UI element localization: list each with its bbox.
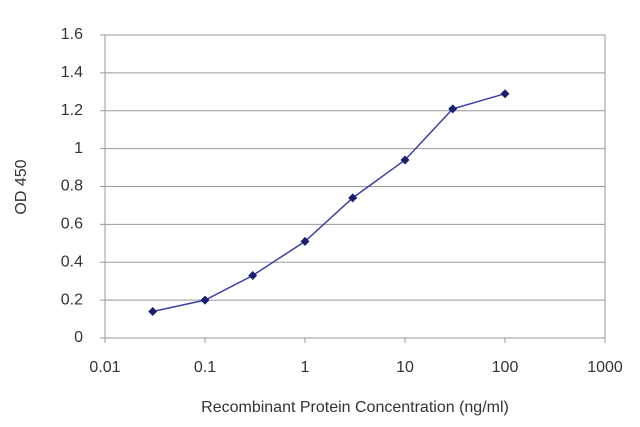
x-tick-label: 1000 bbox=[587, 359, 623, 376]
data-marker bbox=[348, 193, 358, 203]
y-tick-label: 0.6 bbox=[61, 216, 83, 233]
data-line bbox=[152, 92, 506, 313]
data-marker bbox=[248, 271, 258, 281]
data-marker bbox=[500, 89, 510, 99]
x-tick-label: 0.1 bbox=[194, 359, 216, 376]
y-axis-label: OD 450 bbox=[13, 159, 30, 214]
data-marker bbox=[400, 155, 410, 165]
x-tick-label: 100 bbox=[492, 359, 519, 376]
data-marker bbox=[200, 295, 210, 305]
x-tick-label: 10 bbox=[396, 359, 414, 376]
x-axis-label: Recombinant Protein Concentration (ng/ml… bbox=[201, 399, 509, 416]
y-tick-label: 0.4 bbox=[61, 253, 83, 270]
data-marker bbox=[448, 104, 458, 114]
y-tick-label: 0 bbox=[74, 329, 83, 346]
x-tick-label: 1 bbox=[301, 359, 310, 376]
data-marker bbox=[148, 306, 158, 316]
y-tick-label: 0.2 bbox=[61, 291, 83, 308]
x-tick-label: 0.01 bbox=[89, 359, 120, 376]
y-tick-label: 1.2 bbox=[61, 102, 83, 119]
y-tick-label: 0.8 bbox=[61, 178, 83, 195]
y-tick-label: 1 bbox=[74, 140, 83, 157]
y-tick-label: 1.4 bbox=[61, 64, 83, 81]
y-tick-label: 1.6 bbox=[61, 26, 83, 43]
data-marker bbox=[300, 236, 310, 246]
